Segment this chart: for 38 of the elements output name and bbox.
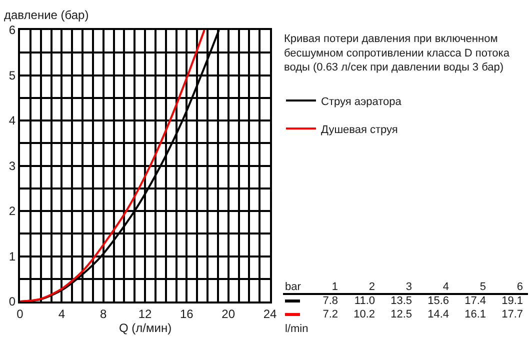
text: 17.4 — [464, 294, 486, 307]
y-axis-title: давление (бар) — [4, 8, 89, 22]
x-tick-label: 8 — [100, 306, 107, 321]
text: 7.2 — [322, 308, 338, 320]
text: 4 — [442, 280, 449, 293]
text: Кривая потери давления при включенном бесшумном сопротивлении класса D потока воды (0.63 л/сек при давлении воды 3 бар) — [284, 33, 510, 74]
text: 17.7 — [502, 308, 523, 320]
y-tick-label: 2 — [8, 204, 16, 218]
y-tick-label: 3 — [8, 158, 16, 173]
text: 3 — [406, 280, 412, 293]
y-tick-label: 0 — [8, 294, 16, 309]
text: 14.4 — [428, 308, 449, 320]
x-tick-label: 4 — [58, 306, 66, 321]
legend-label: Душевая струя — [321, 124, 398, 136]
text: 13.5 — [390, 294, 412, 307]
text: 16.1 — [464, 308, 486, 320]
y-tick-label: 5 — [8, 68, 16, 82]
y-tick-label: 1 — [8, 249, 16, 264]
text: 6 — [516, 280, 523, 293]
text: bar — [285, 280, 302, 293]
text: 11.0 — [354, 294, 375, 307]
text: 1 — [332, 280, 338, 293]
text: 5 — [480, 280, 486, 293]
x-tick-label: 20 — [222, 306, 236, 321]
x-tick-label: 12 — [138, 306, 152, 321]
x-axis-title: Q (л/мин) — [119, 321, 172, 335]
x-tick-label: 24 — [263, 306, 277, 321]
y-tick-label: 6 — [8, 23, 16, 38]
y-tick-label: 4 — [8, 114, 16, 128]
legend-label: Струя аэратора — [321, 96, 402, 108]
text: 10.2 — [354, 308, 375, 320]
text: 7.8 — [322, 294, 338, 307]
text: 2 — [368, 280, 375, 293]
text: 15.6 — [428, 294, 449, 307]
text: 19.1 — [502, 294, 523, 307]
text: l/min — [285, 322, 308, 335]
x-tick-label: 16 — [180, 306, 194, 321]
text: 12.5 — [390, 308, 412, 320]
